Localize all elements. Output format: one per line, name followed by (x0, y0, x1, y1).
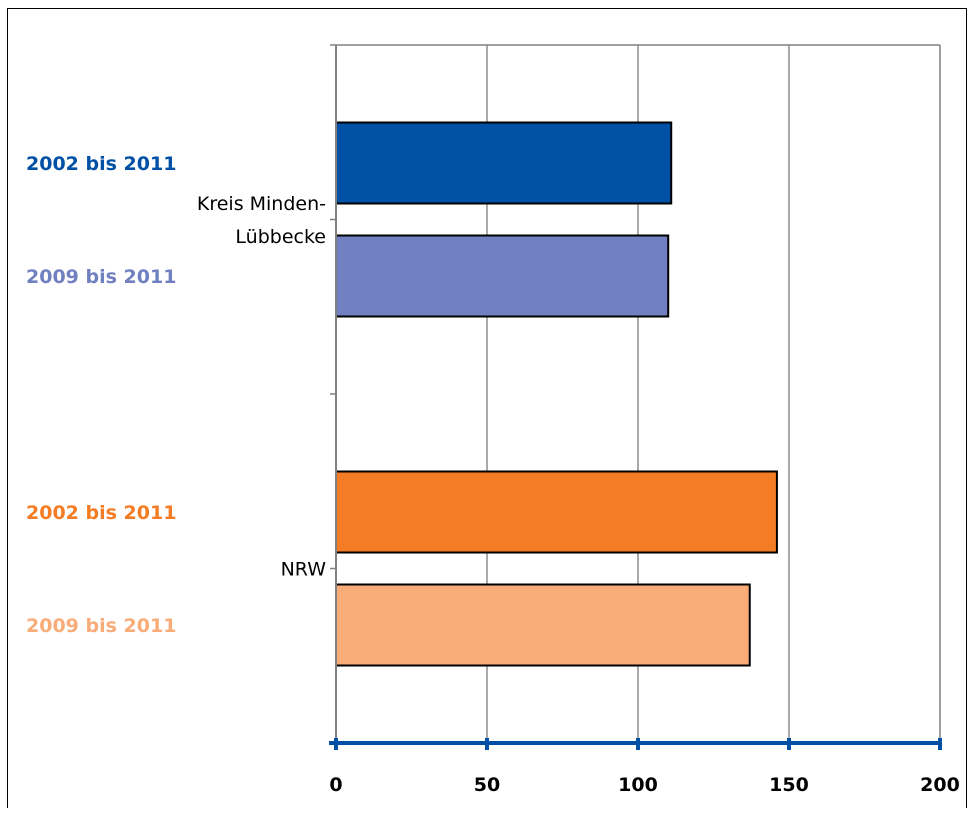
x-tick-label-100: 100 (618, 774, 658, 796)
series-label-kreis-minden-l-bbecke-2002-bis-2011: 2002 bis 2011 (26, 153, 176, 175)
bar-nrw-2009-bis-2011 (335, 583, 751, 667)
bar-kreis-minden-l-bbecke-2002-bis-2011 (335, 121, 673, 205)
x-tick-label-50: 50 (474, 774, 500, 796)
x-tick-label-200: 200 (920, 774, 960, 796)
series-label-nrw-2009-bis-2011: 2009 bis 2011 (26, 615, 176, 637)
bars (335, 121, 778, 667)
x-tick-labels: 0 50 100 150 200 (329, 774, 959, 796)
x-tick-label-0: 0 (329, 774, 342, 796)
chart-frame (7, 8, 967, 808)
category-label-kreis-minden-l-bbecke: Kreis Minden-Lübbecke (197, 193, 326, 248)
bar-kreis-minden-l-bbecke-2009-bis-2011 (335, 234, 670, 318)
bar-nrw-2002-bis-2011 (335, 470, 778, 554)
x-tick-label-150: 150 (769, 774, 809, 796)
category-label-nrw: NRW (281, 559, 327, 581)
x-axis (329, 738, 942, 750)
series-label-nrw-2002-bis-2011: 2002 bis 2011 (26, 502, 176, 524)
series-labels: 2002 bis 2011 2009 bis 2011 2002 bis 2011 2… (26, 153, 176, 637)
category-labels: Kreis Minden-Lübbecke NRW (197, 193, 326, 581)
series-label-kreis-minden-l-bbecke-2009-bis-2011: 2009 bis 2011 (26, 266, 176, 288)
axes (330, 44, 941, 744)
